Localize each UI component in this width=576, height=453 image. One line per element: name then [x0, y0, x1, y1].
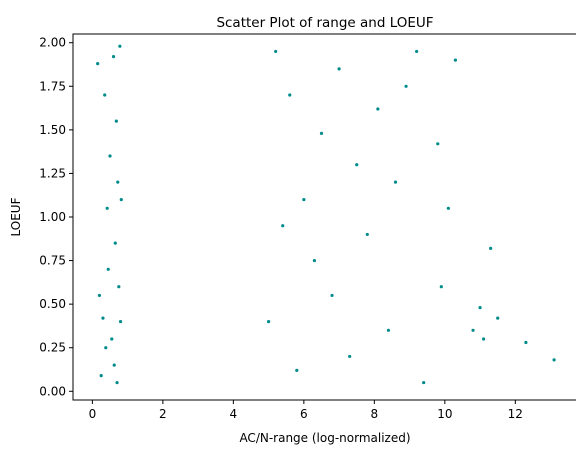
scatter-point	[104, 346, 108, 350]
scatter-point	[312, 258, 317, 263]
chart-title: Scatter Plot of range and LOEUF	[216, 15, 433, 31]
x-tick-label: 2	[159, 407, 167, 421]
scatter-point	[453, 58, 458, 62]
scatter-point	[116, 180, 120, 184]
scatter-point	[482, 337, 486, 341]
scatter-point	[281, 224, 285, 228]
x-tick-label: 4	[230, 407, 238, 421]
x-tick-label: 8	[371, 407, 379, 421]
y-tick-label: 0.00	[39, 384, 66, 398]
scatter-point	[319, 131, 324, 135]
y-tick-label: 1.25	[39, 166, 66, 180]
scatter-point	[112, 363, 116, 367]
scatter-point	[117, 285, 121, 289]
y-tick-label: 0.25	[39, 341, 66, 355]
scatter-point	[274, 49, 278, 54]
y-tick-label: 1.75	[39, 79, 66, 93]
scatter-point	[295, 368, 299, 372]
y-axis-label: LOEUF	[9, 197, 23, 236]
scatter-point	[119, 197, 123, 202]
scatter-point	[108, 154, 112, 158]
x-axis-label: AC/N-range (log-normalized)	[239, 431, 410, 445]
y-tick-label: 1.00	[39, 210, 66, 224]
y-axis-ticks: 0.00 0.25 0.50 0.75 1.00 1.25 1.50 1.75 2.00	[39, 36, 73, 398]
scatter-point	[288, 93, 292, 97]
scatter-point	[105, 206, 109, 210]
scatter-point	[114, 119, 118, 123]
scatter-point	[422, 380, 426, 385]
scatter-point	[478, 306, 482, 310]
scatter-point	[267, 319, 271, 324]
y-tick-label: 0.50	[39, 297, 66, 311]
scatter-points	[96, 44, 556, 385]
scatter-point	[348, 354, 352, 359]
x-tick-label: 0	[89, 407, 97, 421]
scatter-point	[496, 316, 500, 320]
scatter-point	[115, 380, 119, 385]
x-tick-label: 12	[508, 407, 523, 421]
x-tick-label: 6	[300, 407, 308, 421]
scatter-point	[101, 316, 105, 320]
scatter-point	[436, 142, 440, 146]
scatter-point	[330, 293, 334, 298]
scatter-point	[355, 163, 359, 167]
scatter-point	[404, 84, 408, 88]
scatter-point	[106, 267, 110, 271]
scatter-point	[302, 197, 306, 202]
scatter-point	[113, 241, 117, 245]
y-tick-label: 2.00	[39, 36, 66, 50]
scatter-point	[337, 67, 341, 71]
scatter-point	[96, 62, 100, 66]
scatter-point	[365, 232, 369, 237]
scatter-point	[103, 93, 107, 97]
scatter-point	[524, 340, 528, 345]
scatter-point	[99, 374, 103, 378]
scatter-point	[376, 107, 380, 111]
scatter-point	[415, 49, 419, 54]
plot-frame	[72, 33, 576, 401]
y-tick-label: 0.75	[39, 254, 66, 268]
scatter-point	[471, 328, 475, 332]
scatter-point	[552, 358, 556, 362]
scatter-point	[489, 246, 493, 250]
scatter-point	[97, 293, 102, 298]
y-tick-label: 1.50	[39, 123, 66, 137]
scatter-point	[439, 285, 443, 289]
scatter-point	[446, 206, 450, 210]
scatter-point	[110, 337, 114, 341]
x-axis-ticks: 0 2 4 6 8 10 12	[89, 400, 523, 421]
scatter-point	[118, 44, 122, 48]
scatter-point	[118, 319, 123, 324]
scatter-point	[386, 328, 391, 332]
scatter-point	[111, 55, 116, 59]
scatter-point	[393, 180, 398, 184]
x-tick-label: 10	[437, 407, 452, 421]
